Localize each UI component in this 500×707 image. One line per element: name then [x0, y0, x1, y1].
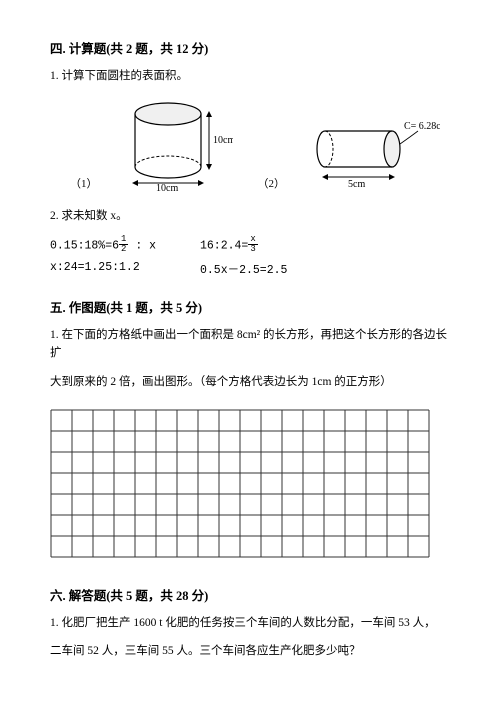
eq-4: 0.5x－2.5=2.5: [200, 261, 350, 277]
fig2-width-text: 5cm: [348, 179, 365, 190]
fig1-width-text: 10cm: [156, 183, 178, 191]
fig2-c-text: C= 6.28cm: [404, 121, 440, 132]
section4-q2: 2. 求未知数 x。: [50, 207, 450, 225]
eq-2: 16:2.4=x3: [200, 236, 350, 255]
cylinder2-svg: C= 6.28cm 5cm: [310, 119, 440, 191]
section6-q1a: 1. 化肥厂把生产 1600 t 化肥的任务按三个车间的人数比分配，一车间 53…: [50, 614, 450, 632]
section6-q1b: 二车间 52 人，三车间 55 人。三个车间各应生产化肥多少吨？: [50, 642, 450, 660]
eq-3: x:24=1.25:1.2: [50, 261, 200, 277]
fig2-label: （2）: [258, 175, 286, 191]
grid-svg: [50, 409, 430, 558]
equation-grid: 0.15:18%=612 : x 16:2.4=x3 x:24=1.25:1.2…: [50, 236, 450, 277]
eq-1: 0.15:18%=612 : x: [50, 236, 200, 255]
diagram-row: （1） 10cm 10cm （2） C= 6.28cm 5cm: [70, 99, 450, 191]
frac-1: 12: [119, 235, 128, 254]
section4-q1: 1. 计算下面圆柱的表面积。: [50, 67, 450, 85]
section4-title: 四. 计算题(共 2 题，共 12 分): [50, 38, 450, 57]
cylinder1-svg: 10cm 10cm: [123, 99, 233, 191]
fig1-height-text: 10cm: [213, 135, 233, 146]
section5-q1a: 1. 在下面的方格纸中画出一个面积是 8cm² 的长方形，再把这个长方形的各边长…: [50, 326, 450, 363]
frac-2: x3: [248, 235, 257, 254]
section5-title: 五. 作图题(共 1 题，共 5 分): [50, 297, 450, 316]
section5-q1b: 大到原来的 2 倍，画出图形。（每个方格代表边长为 1cm 的正方形）: [50, 373, 450, 391]
fig1-label: （1）: [70, 175, 98, 191]
section6-title: 六. 解答题(共 5 题，共 28 分): [50, 585, 450, 604]
